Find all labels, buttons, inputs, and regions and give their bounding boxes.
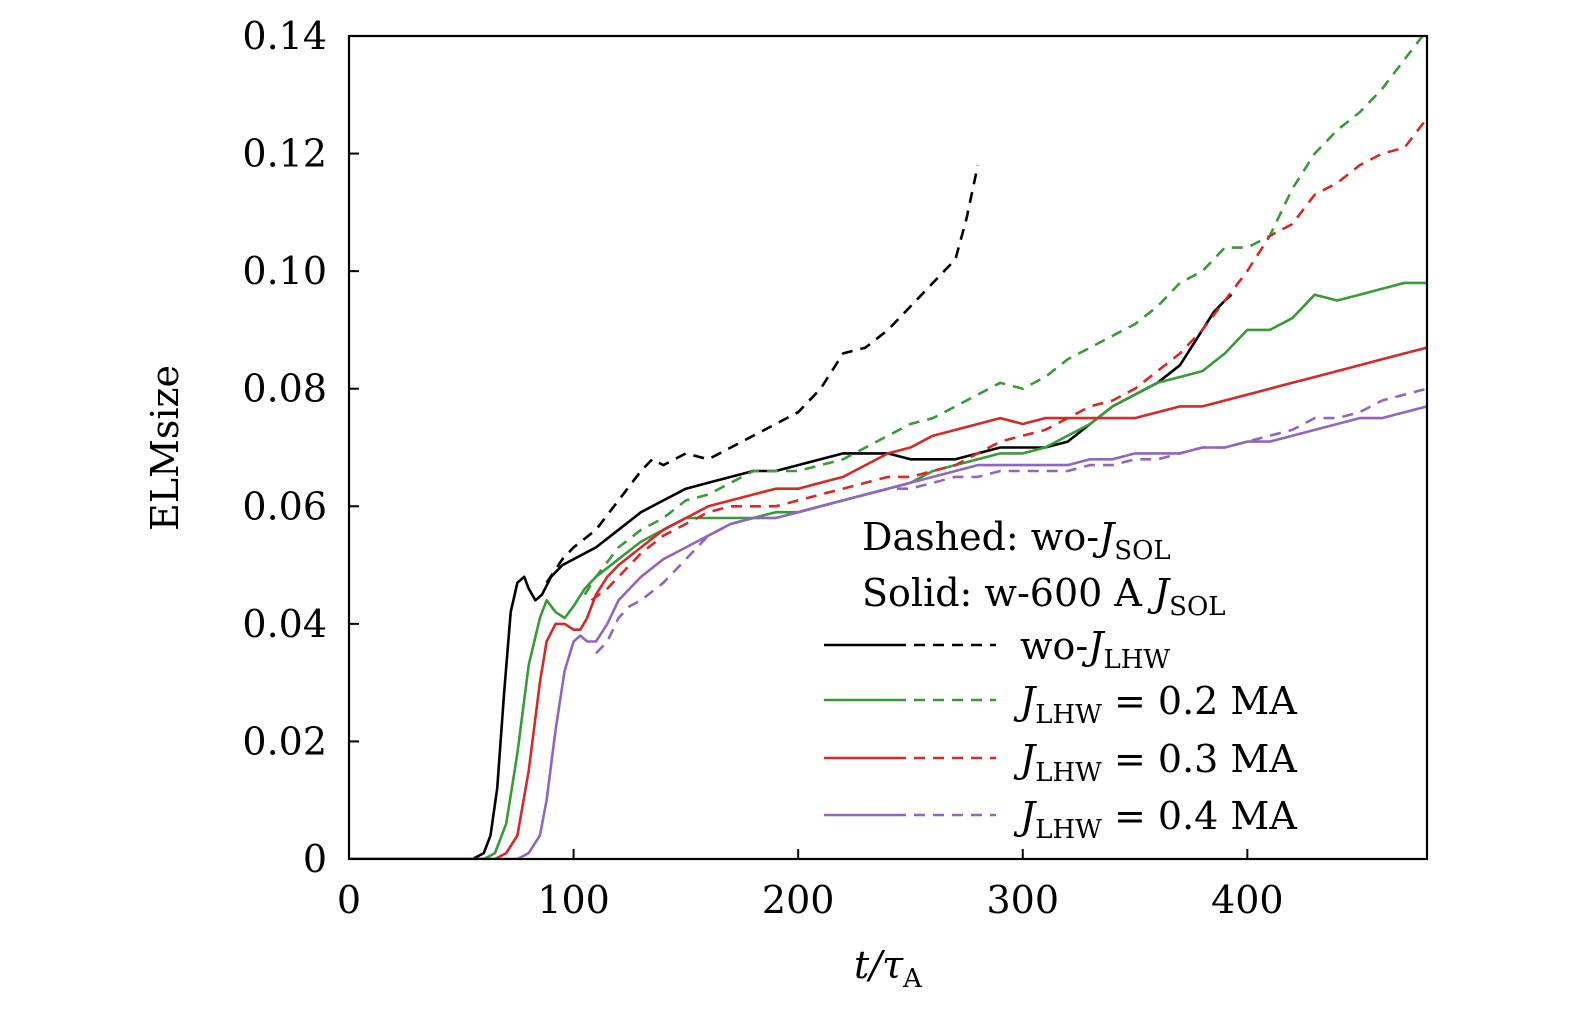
y-tick-label: 0.06 (242, 484, 327, 528)
series-line-dashed-3 (583, 36, 1424, 596)
y-tick-label: 0.04 (242, 602, 327, 646)
x-axis-label-sub: A (902, 964, 923, 994)
legend-entry-purple: JLHW = 0.4 MA (824, 794, 1297, 845)
legend-label-var: J (1013, 737, 1037, 781)
legend-label: JLHW = 0.4 MA (1013, 794, 1297, 845)
y-tick-label: 0.12 (242, 132, 327, 176)
legend-label: wo-JLHW (1020, 624, 1170, 675)
x-tick-label: 400 (1211, 878, 1284, 922)
legend-label-suffix: = 0.4 MA (1102, 794, 1297, 838)
series-line-dashed-5 (590, 117, 1427, 602)
y-axis-label: ELMsize (143, 365, 187, 531)
y-tick-label: 0.02 (242, 719, 327, 763)
solid-note: Solid: w-600 A JSOL (862, 571, 1226, 622)
legend-label-sub: LHW (1103, 645, 1170, 675)
legend-label-suffix: = 0.2 MA (1102, 679, 1297, 723)
legend-label-sub: LHW (1035, 758, 1102, 788)
solid-note-prefix: Solid: w-600 A (862, 571, 1154, 615)
legend: Dashed: wo-JSOL Solid: w-600 A JSOL wo-J… (824, 515, 1297, 845)
legend-label-sub: LHW (1035, 815, 1102, 845)
legend-entry-green: JLHW = 0.2 MA (824, 679, 1297, 730)
x-tick-label: 0 (337, 878, 361, 922)
y-tick-label: 0.08 (242, 367, 327, 411)
dashed-note-sub: SOL (1114, 536, 1170, 566)
legend-label-prefix: wo- (1020, 624, 1088, 668)
solid-note-sub: SOL (1169, 592, 1225, 622)
y-tick-label: 0 (303, 837, 327, 881)
plot-frame (347, 34, 1429, 861)
tick-layer: 0 100 200 300 400 0 0.02 0.04 0.06 0.08 0.10 0.12 0.… (242, 14, 1283, 922)
series-line-solid-4 (349, 346, 1427, 859)
legend-entry-red: JLHW = 0.3 MA (824, 737, 1297, 788)
y-tick-label: 0.10 (242, 249, 327, 293)
x-tick-label: 200 (762, 878, 835, 922)
legend-entry-black: wo-JLHW (824, 624, 1170, 675)
x-axis-label-main: t/τ (854, 943, 904, 987)
series-layer (349, 36, 1427, 859)
legend-label-var: J (1013, 794, 1037, 838)
y-tick-label: 0.14 (242, 14, 327, 58)
series-line-dashed-1 (545, 165, 980, 584)
legend-label: JLHW = 0.2 MA (1013, 679, 1297, 730)
x-axis-label: t/τA (854, 943, 923, 994)
legend-label-sub: LHW (1035, 700, 1102, 730)
x-tick-label: 100 (537, 878, 610, 922)
dashed-note: Dashed: wo-JSOL (862, 515, 1171, 566)
dashed-note-prefix: Dashed: wo- (862, 515, 1099, 559)
legend-label-suffix: = 0.3 MA (1102, 737, 1297, 781)
legend-label-var: J (1013, 679, 1037, 723)
legend-label: JLHW = 0.3 MA (1013, 737, 1297, 788)
x-tick-label: 300 (986, 878, 1059, 922)
